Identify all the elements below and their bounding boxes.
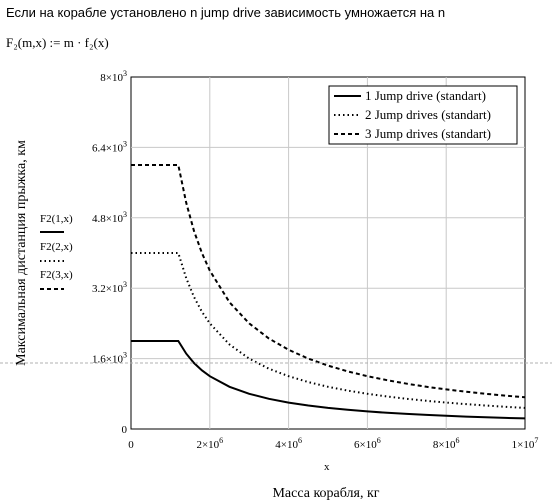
x-tick-label: 1×107 (512, 436, 539, 451)
x-tick-label: 0 (128, 439, 134, 451)
y-tick-label: 4.8×103 (92, 210, 127, 225)
x-tick-label: 6×106 (354, 436, 381, 451)
x-axis-variable-label: x (324, 461, 330, 473)
x-tick-label: 8×106 (433, 436, 460, 451)
series-group (131, 164, 526, 420)
legend-label-2: 2 Jump drives (standart) (365, 107, 491, 122)
x-axis-caption: Масса корабля, кг (272, 486, 379, 501)
y-tick-labels: 0 1.6×103 3.2×103 4.8×103 6.4×103 8×103 (92, 69, 127, 436)
worksheet-heading: Если на корабле установлено n jump drive… (6, 5, 446, 20)
side-legend-label-1: F2(1,x) (40, 213, 73, 225)
side-legend: F2(1,x) F2(2,x) F2(3,x) (40, 213, 73, 290)
formula-definition[interactable]: F₂(m,x) := m · f₂(x) (6, 35, 109, 50)
x-tick-label: 4×106 (275, 436, 302, 451)
legend-label-1: 1 Jump drive (standart) (365, 88, 486, 103)
y-tick-label: 3.2×103 (92, 280, 127, 295)
y-tick-label: 6.4×103 (92, 139, 127, 154)
y-axis-label: Максимальная дистанция прыжка, км (14, 140, 29, 366)
y-tick-label: 8×103 (100, 69, 127, 84)
y-tick-label: 0 (122, 424, 128, 436)
x-tick-labels: 0 2×106 4×106 6×106 8×106 1×107 (128, 436, 538, 451)
legend-label-3: 3 Jump drives (standart) (365, 126, 491, 141)
legend-box: 1 Jump drive (standart) 2 Jump drives (s… (328, 85, 518, 145)
series-line-3 (131, 164, 526, 399)
series-line-1 (131, 340, 526, 420)
y-tick-label: 1.6×103 (92, 351, 127, 366)
x-tick-label: 2×106 (196, 436, 223, 451)
side-legend-label-3: F2(3,x) (40, 269, 73, 281)
side-legend-label-2: F2(2,x) (40, 241, 73, 253)
